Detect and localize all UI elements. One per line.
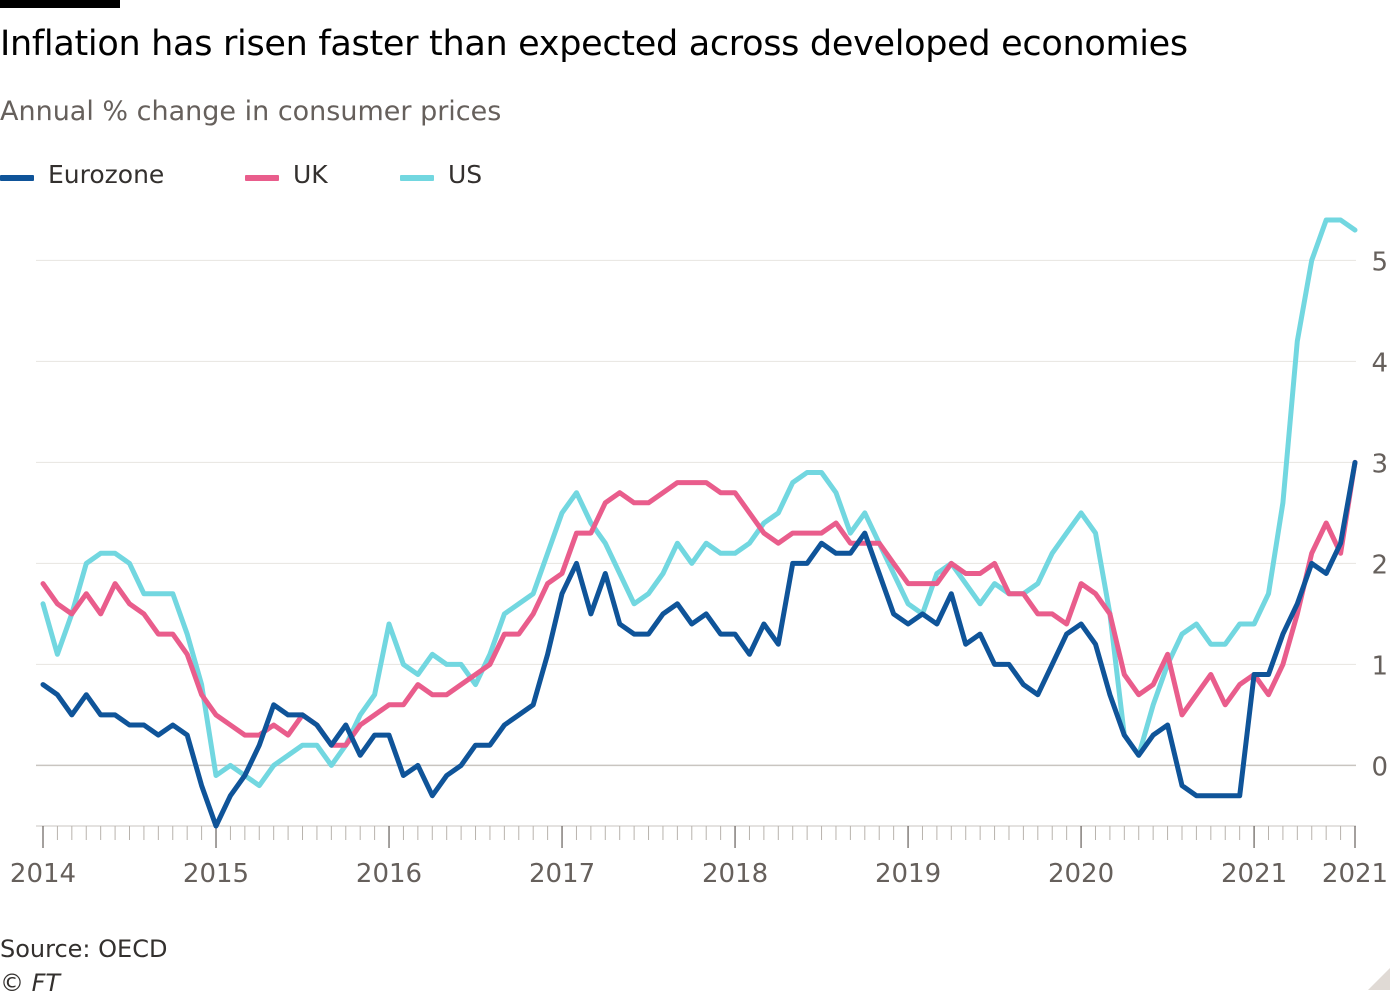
corner-fold bbox=[1368, 968, 1390, 990]
y-tick-label-3: 3 bbox=[1371, 449, 1388, 479]
legend-label-us: US bbox=[448, 160, 483, 189]
x-tick-label-6: 2020 bbox=[1048, 859, 1114, 889]
ft-top-bar bbox=[0, 0, 120, 8]
y-tick-label-1: 1 bbox=[1371, 651, 1388, 681]
x-tick-label-5: 2019 bbox=[875, 859, 941, 889]
series-line-us bbox=[40, 217, 1358, 789]
y-tick-label-5: 5 bbox=[1371, 247, 1388, 277]
source-note: Source: OECD bbox=[0, 935, 168, 963]
legend-swatch-eurozone bbox=[0, 175, 34, 181]
x-tick-label-4: 2018 bbox=[702, 859, 768, 889]
copyright-note: © FT bbox=[0, 969, 61, 997]
y-tick-label-4: 4 bbox=[1371, 348, 1388, 378]
x-tick-label-0: 2014 bbox=[10, 859, 76, 889]
legend-label-eurozone: Eurozone bbox=[48, 160, 165, 189]
legend-swatch-us bbox=[400, 175, 434, 181]
y-tick-label-0: 0 bbox=[1371, 752, 1388, 782]
x-tick-label-1: 2015 bbox=[183, 859, 249, 889]
y-tick-label-2: 2 bbox=[1371, 550, 1388, 580]
line-chart: 0 1 2 3 4 5 2014 2015 2016 2017 2018 2019 2020 2021 20… bbox=[10, 217, 1388, 889]
legend-label-uk: UK bbox=[293, 160, 328, 189]
chart-title: Inflation has risen faster than expected… bbox=[0, 24, 1188, 64]
x-tick-label-7: 2021 bbox=[1221, 859, 1287, 889]
x-tick-label-8: 2021 bbox=[1322, 859, 1388, 889]
chart-subtitle: Annual % change in consumer prices bbox=[0, 96, 502, 127]
x-tick-label-3: 2017 bbox=[529, 859, 595, 889]
series-line-uk bbox=[40, 459, 1358, 748]
series-line-eurozone bbox=[40, 459, 1358, 829]
legend-swatch-uk bbox=[245, 175, 279, 181]
x-tick-label-2: 2016 bbox=[356, 859, 422, 889]
